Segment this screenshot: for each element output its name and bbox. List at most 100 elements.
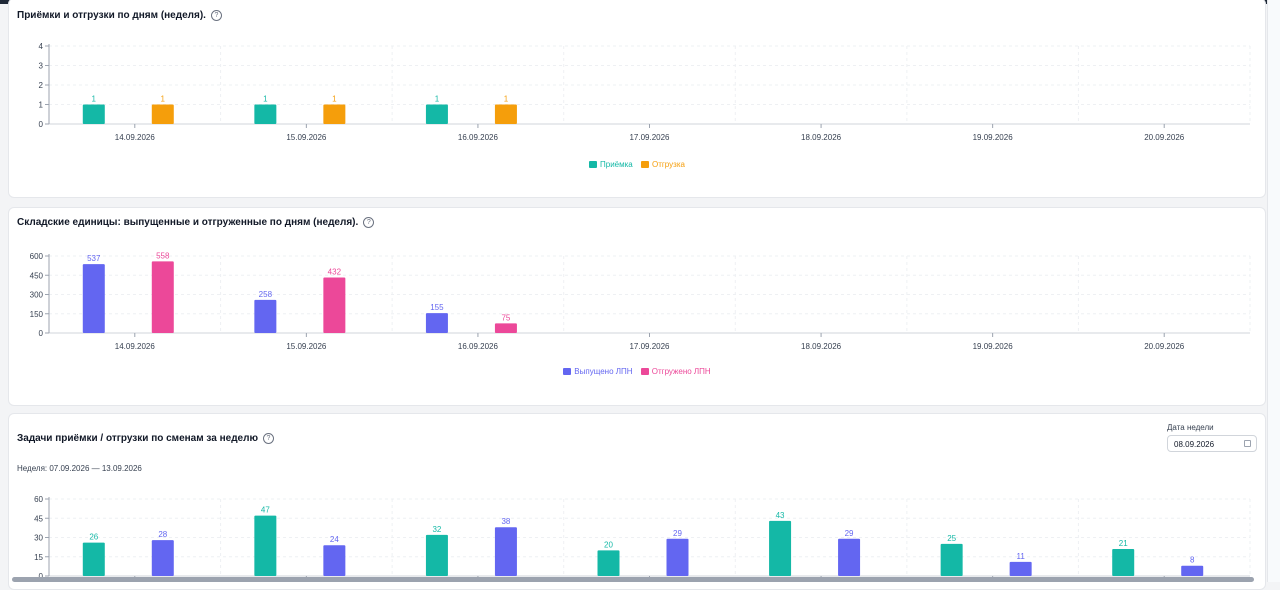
bar: [1181, 565, 1204, 576]
bar-value-label: 432: [328, 268, 342, 277]
legend-item-receipt[interactable]: Приёмка: [589, 160, 633, 169]
legend-label: Приёмка: [600, 160, 633, 169]
bar: [151, 261, 174, 333]
bar: [494, 323, 517, 333]
week-date-value: 08.09.2026: [1174, 440, 1215, 449]
chart-shift-tasks: 0 15 30 45 60 26 47 32 20 43 25 21 28 24 38 29 29 11 8: [34, 495, 1251, 581]
card-storage-units: Складские единицы: выпущенные и отгружен…: [8, 207, 1266, 406]
bar: [1112, 549, 1135, 576]
bar: [82, 264, 105, 333]
legend-swatch: [640, 368, 649, 375]
bar-value-label: 258: [259, 290, 273, 299]
bar-value-label: 26: [89, 533, 98, 542]
bar-value-label: 20: [604, 540, 613, 549]
x-tick-label: 17.09.2026: [629, 342, 670, 351]
y-tick-label: 0: [39, 329, 44, 338]
legend-item-shipped[interactable]: Отгружено ЛПН: [640, 367, 711, 376]
legend-label: Отгрузка: [652, 160, 685, 169]
x-tick-label: 16.09.2026: [458, 342, 499, 351]
y-tick-label: 0: [39, 572, 44, 581]
help-icon[interactable]: ?: [263, 433, 274, 444]
vertical-scrollbar[interactable]: [1267, 0, 1280, 582]
y-tick-label: 3: [39, 62, 44, 71]
card-title: Складские единицы: выпущенные и отгружен…: [17, 217, 375, 229]
bar: [323, 545, 346, 576]
y-tick-label: 15: [34, 553, 43, 562]
bar-value-label: 32: [432, 525, 441, 534]
bar: [82, 104, 105, 124]
x-tick-label: 19.09.2026: [973, 342, 1014, 351]
card-title-text: Складские единицы: выпущенные и отгружен…: [17, 217, 359, 229]
bar-value-label: 1: [435, 95, 440, 104]
horizontal-scrollbar[interactable]: [12, 577, 1254, 582]
bar-value-label: 537: [87, 254, 101, 263]
legend-item-released[interactable]: Выпущено ЛПН: [563, 367, 633, 376]
bar-value-label: 24: [330, 535, 339, 544]
x-tick-label: 14.09.2026: [115, 133, 156, 142]
y-tick-label: 4: [39, 42, 44, 51]
x-tick-label: 19.09.2026: [973, 133, 1014, 142]
card-shift-tasks: Задачи приёмки / отгрузки по сменам за н…: [8, 413, 1266, 590]
y-tick-label: 60: [34, 495, 43, 504]
y-tick-label: 1: [39, 101, 44, 110]
bar-value-label: 21: [1119, 539, 1128, 548]
bar: [425, 104, 448, 124]
bar-value-label: 1: [504, 95, 509, 104]
legend-swatch: [641, 161, 649, 168]
bar-value-label: 1: [92, 95, 97, 104]
bar-value-label: 155: [430, 303, 444, 312]
x-tick-label: 15.09.2026: [286, 133, 327, 142]
bar: [151, 540, 174, 576]
bar: [323, 277, 346, 333]
card-title-text: Задачи приёмки / отгрузки по сменам за н…: [17, 433, 258, 445]
bar-value-label: 75: [501, 313, 510, 322]
chart-storage-units: 0 150 300 450 600 14.09.2026 15.09.2026 16.09.2…: [30, 251, 1251, 351]
x-tick-label: 18.09.2026: [801, 342, 842, 351]
x-tick-label: 17.09.2026: [629, 133, 670, 142]
bar: [425, 313, 448, 333]
chart-legend: Выпущено ЛПН Отгружено ЛПН: [9, 367, 1265, 377]
legend-label: Выпущено ЛПН: [574, 367, 633, 376]
bar: [666, 538, 689, 576]
y-tick-label: 30: [34, 534, 43, 543]
legend-item-shipment[interactable]: Отгрузка: [641, 160, 685, 169]
week-date-input[interactable]: 08.09.2026: [1167, 435, 1257, 452]
y-tick-label: 450: [30, 271, 44, 280]
help-icon[interactable]: ?: [210, 10, 222, 21]
card-title-text: Приёмки и отгрузки по дням (неделя).: [17, 10, 206, 22]
card-title: Приёмки и отгрузки по дням (неделя).?: [17, 10, 222, 21]
bar: [323, 104, 346, 124]
bar: [425, 534, 448, 576]
legend-swatch: [589, 161, 598, 168]
bar-value-label: 28: [158, 530, 167, 539]
y-tick-label: 0: [39, 120, 44, 129]
date-field-label: Дата недели: [1167, 423, 1214, 432]
bar: [940, 543, 963, 576]
week-range-label: Неделя: 07.09.2026 — 13.09.2026: [17, 464, 142, 473]
bar: [254, 515, 277, 576]
calendar-icon[interactable]: [1244, 440, 1251, 447]
bar-value-label: 1: [161, 95, 166, 104]
bar-value-label: 558: [156, 251, 170, 260]
x-tick-label: 16.09.2026: [458, 133, 499, 142]
bar: [254, 299, 277, 333]
x-tick-label: 14.09.2026: [115, 342, 156, 351]
bar-value-label: 29: [845, 529, 854, 538]
help-icon[interactable]: ?: [363, 217, 375, 228]
bar: [151, 104, 174, 124]
x-tick-label: 20.09.2026: [1144, 342, 1185, 351]
bar-value-label: 47: [261, 506, 270, 515]
bar-value-label: 1: [263, 95, 268, 104]
bar: [254, 104, 277, 124]
legend-swatch: [563, 368, 572, 375]
y-tick-label: 2: [39, 81, 44, 90]
bar: [82, 542, 105, 576]
bar-value-label: 38: [501, 517, 510, 526]
card-receipts-shipments: Приёмки и отгрузки по дням (неделя).? 0 1…: [8, 0, 1266, 198]
bar: [597, 550, 620, 576]
bar: [838, 538, 861, 576]
bar: [494, 527, 517, 576]
y-tick-label: 45: [34, 514, 43, 523]
bar: [1009, 561, 1032, 576]
x-tick-label: 15.09.2026: [286, 342, 327, 351]
